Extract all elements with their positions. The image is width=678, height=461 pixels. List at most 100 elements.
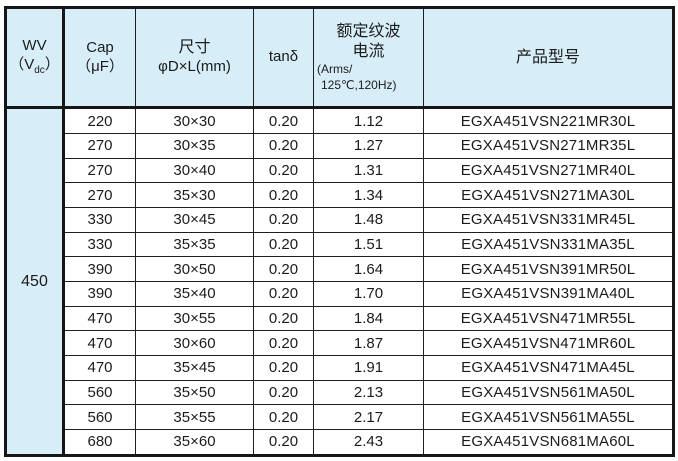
table-row: 330 30×45 0.20 1.48 EGXA451VSN331MR45L: [6, 207, 674, 233]
size-cell: 30×40: [135, 157, 254, 184]
tand-cell: 0.20: [253, 330, 314, 356]
header-model: 产品型号: [423, 7, 674, 109]
cap-cell: 680: [63, 428, 136, 457]
model-cell: EGXA451VSN561MA55L: [423, 404, 674, 430]
tand-cell: 0.20: [253, 428, 314, 457]
ripple-cell: 1.12: [313, 106, 424, 135]
table-row: 470 35×45 0.20 1.91 EGXA451VSN471MA45L: [6, 354, 674, 381]
ripple-cell: 2.43: [313, 428, 424, 457]
ripple-cell: 1.87: [313, 330, 424, 356]
size-cell: 30×60: [135, 330, 254, 356]
cap-cell: 220: [63, 106, 136, 135]
cap-cell: 330: [63, 231, 136, 258]
wv-subscript: dc: [34, 65, 45, 77]
header-cap-line2: （μF）: [76, 57, 124, 75]
size-cell: 30×55: [135, 305, 254, 332]
wv-value-cell: 450: [5, 107, 65, 456]
tand-cell: 0.20: [253, 207, 314, 233]
cap-cell: 270: [63, 182, 136, 208]
ripple-cell: 1.91: [313, 354, 424, 381]
header-ripple-line2: 电流: [352, 42, 385, 60]
tand-cell: 0.20: [253, 182, 314, 208]
spec-table: WV （Vdc） Cap （μF） 尺寸 φD×L(mm) tanδ 额定纹波 …: [4, 6, 675, 457]
ripple-cell: 1.70: [313, 280, 424, 307]
ripple-cell: 1.64: [313, 256, 424, 282]
header-size-line1: 尺寸: [178, 39, 211, 57]
size-cell: 35×60: [135, 428, 254, 457]
ripple-cell: 1.34: [313, 182, 424, 208]
size-cell: 35×40: [135, 280, 254, 307]
model-cell: EGXA451VSN561MA50L: [423, 379, 674, 406]
header-ripple-line3: (Arms/: [317, 61, 353, 76]
model-cell: EGXA451VSN331MA35L: [423, 231, 674, 258]
cap-cell: 470: [63, 354, 136, 381]
model-cell: EGXA451VSN271MR40L: [423, 157, 674, 184]
cap-cell: 560: [63, 379, 136, 406]
tand-cell: 0.20: [253, 231, 314, 258]
header-wv-line2: （Vdc）: [9, 56, 60, 77]
spec-table-body: 450 220 30×30 0.20 1.12 EGXA451VSN221MR3…: [5, 106, 674, 457]
model-cell: EGXA451VSN331MR45L: [423, 207, 674, 233]
tand-cell: 0.20: [253, 157, 314, 184]
table-row: 330 35×35 0.20 1.51 EGXA451VSN331MA35L: [6, 231, 674, 258]
table-row: 470 30×60 0.20 1.87 EGXA451VSN471MR60L: [6, 330, 674, 356]
table-row: 390 35×40 0.20 1.70 EGXA451VSN391MA40L: [6, 280, 674, 307]
model-cell: EGXA451VSN391MR50L: [423, 256, 674, 282]
size-cell: 35×50: [135, 379, 254, 406]
ripple-cell: 1.51: [313, 231, 424, 258]
model-cell: EGXA451VSN681MA60L: [423, 428, 674, 457]
header-ripple-line4: 125℃,120Hz): [321, 77, 397, 92]
table-row: 560 35×55 0.20 2.17 EGXA451VSN561MA55L: [6, 404, 674, 430]
tand-cell: 0.20: [253, 404, 314, 430]
ripple-cell: 1.48: [313, 207, 424, 233]
size-cell: 35×30: [135, 182, 254, 208]
ripple-cell: 1.27: [313, 133, 424, 159]
table-row: 270 30×40 0.20 1.31 EGXA451VSN271MR40L: [6, 157, 674, 184]
model-cell: EGXA451VSN271MA30L: [423, 182, 674, 208]
size-cell: 30×45: [135, 207, 254, 233]
model-cell: EGXA451VSN471MA45L: [423, 354, 674, 381]
size-cell: 35×35: [135, 231, 254, 258]
header-cap-line1: Cap: [86, 38, 114, 56]
model-cell: EGXA451VSN221MR30L: [423, 106, 674, 135]
size-cell: 35×55: [135, 404, 254, 430]
tand-cell: 0.20: [253, 305, 314, 332]
cap-cell: 470: [63, 305, 136, 332]
table-row: 560 35×50 0.20 2.13 EGXA451VSN561MA50L: [6, 379, 674, 406]
header-tand: tanδ: [253, 7, 314, 109]
ripple-cell: 2.17: [313, 404, 424, 430]
table-row: 270 30×35 0.20 1.27 EGXA451VSN271MR35L: [6, 133, 674, 159]
model-cell: EGXA451VSN471MR55L: [423, 305, 674, 332]
model-cell: EGXA451VSN391MA40L: [423, 280, 674, 307]
cap-cell: 560: [63, 404, 136, 430]
tand-cell: 0.20: [253, 133, 314, 159]
header-wv: WV （Vdc）: [5, 7, 65, 109]
model-cell: EGXA451VSN271MR35L: [423, 133, 674, 159]
tand-cell: 0.20: [253, 256, 314, 282]
cap-cell: 390: [63, 256, 136, 282]
cap-cell: 470: [63, 330, 136, 356]
table-row: 680 35×60 0.20 2.43 EGXA451VSN681MA60L: [6, 428, 674, 457]
header-cap: Cap （μF）: [63, 7, 136, 109]
header-wv-line1: WV: [22, 37, 47, 55]
ripple-cell: 1.31: [313, 157, 424, 184]
cap-cell: 270: [63, 157, 136, 184]
cap-cell: 270: [63, 133, 136, 159]
size-cell: 30×30: [135, 106, 254, 135]
header-size-line2: φD×L(mm): [158, 58, 231, 76]
ripple-cell: 1.84: [313, 305, 424, 332]
header-ripple: 额定纹波 电流 (Arms/ 125℃,120Hz): [313, 7, 424, 109]
tand-cell: 0.20: [253, 280, 314, 307]
header-size: 尺寸 φD×L(mm): [135, 7, 254, 109]
tand-cell: 0.20: [253, 106, 314, 135]
ripple-cell: 2.13: [313, 379, 424, 406]
model-cell: EGXA451VSN471MR60L: [423, 330, 674, 356]
table-row: 390 30×50 0.20 1.64 EGXA451VSN391MR50L: [6, 256, 674, 282]
tand-cell: 0.20: [253, 354, 314, 381]
table-row: 450 220 30×30 0.20 1.12 EGXA451VSN221MR3…: [5, 106, 674, 456]
table-row: 470 30×55 0.20 1.84 EGXA451VSN471MR55L: [6, 305, 674, 332]
cap-cell: 330: [63, 207, 136, 233]
header-ripple-line1: 额定纹波: [336, 22, 401, 40]
size-cell: 30×50: [135, 256, 254, 282]
